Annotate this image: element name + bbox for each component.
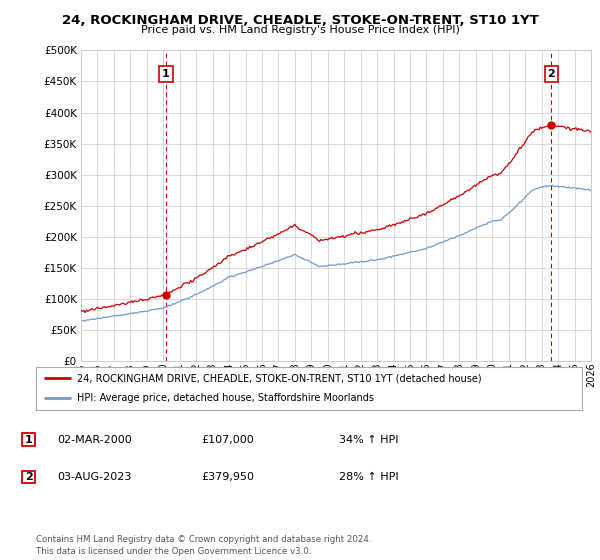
Text: 03-AUG-2023: 03-AUG-2023 — [57, 472, 131, 482]
Text: 24, ROCKINGHAM DRIVE, CHEADLE, STOKE-ON-TRENT, ST10 1YT: 24, ROCKINGHAM DRIVE, CHEADLE, STOKE-ON-… — [62, 14, 538, 27]
Text: HPI: Average price, detached house, Staffordshire Moorlands: HPI: Average price, detached house, Staf… — [77, 393, 374, 403]
Text: 2: 2 — [25, 472, 32, 482]
Text: 2: 2 — [547, 69, 555, 79]
Text: 1: 1 — [162, 69, 170, 79]
Text: 1: 1 — [25, 435, 32, 445]
Text: Contains HM Land Registry data © Crown copyright and database right 2024.
This d: Contains HM Land Registry data © Crown c… — [36, 535, 371, 556]
Text: £379,950: £379,950 — [201, 472, 254, 482]
Text: Price paid vs. HM Land Registry's House Price Index (HPI): Price paid vs. HM Land Registry's House … — [140, 25, 460, 35]
Text: £107,000: £107,000 — [201, 435, 254, 445]
Text: 34% ↑ HPI: 34% ↑ HPI — [339, 435, 398, 445]
Text: 24, ROCKINGHAM DRIVE, CHEADLE, STOKE-ON-TRENT, ST10 1YT (detached house): 24, ROCKINGHAM DRIVE, CHEADLE, STOKE-ON-… — [77, 374, 482, 384]
Text: 02-MAR-2000: 02-MAR-2000 — [57, 435, 132, 445]
Text: 28% ↑ HPI: 28% ↑ HPI — [339, 472, 398, 482]
